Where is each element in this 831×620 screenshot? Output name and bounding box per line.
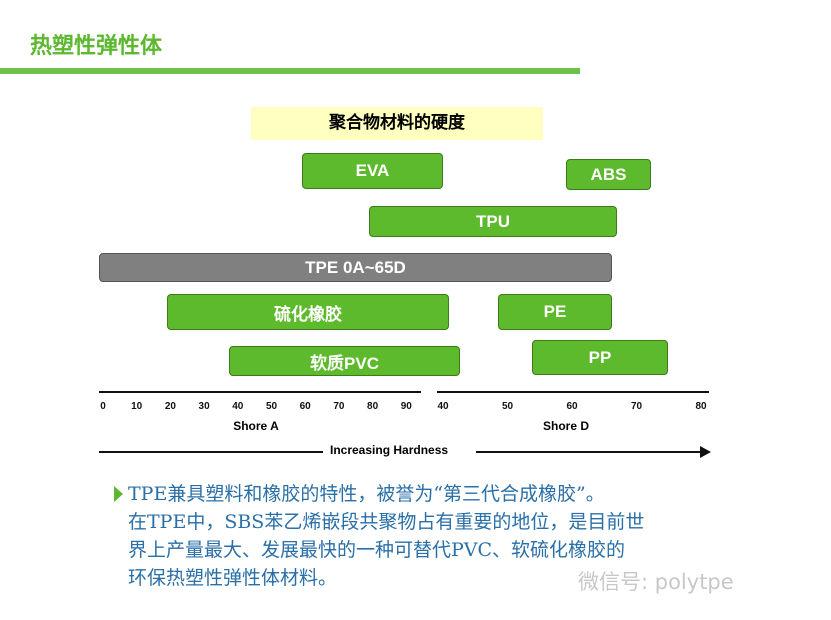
title-divider bbox=[0, 68, 580, 74]
body-line: TPE兼具塑料和橡胶的特性，被誉为“第三代合成橡胶”。 bbox=[128, 483, 605, 505]
arrow-line-right bbox=[476, 451, 702, 453]
diagram-title: 聚合物材料的硬度 bbox=[251, 107, 543, 140]
bar-eva: EVA bbox=[302, 153, 443, 189]
shore-a-tick: 90 bbox=[400, 401, 412, 412]
shore-a-tick: 0 bbox=[100, 401, 106, 412]
shore-a-tick: 60 bbox=[299, 401, 311, 412]
shore-a-label: Shore A bbox=[233, 419, 279, 433]
shore-a-tick: 70 bbox=[333, 401, 345, 412]
bar-pp: PP bbox=[532, 340, 668, 375]
shore-d-tick: 50 bbox=[501, 401, 514, 412]
arrow-line-left bbox=[99, 451, 323, 453]
shore-d-tick: 80 bbox=[695, 401, 707, 412]
shore-a-tick: 40 bbox=[232, 401, 244, 412]
shore-a-tick: 10 bbox=[131, 401, 143, 412]
body-line: 在TPE中，SBS苯乙烯嵌段共聚物占有重要的地位，是目前世 bbox=[128, 511, 645, 533]
shore-d-tick: 60 bbox=[566, 401, 578, 412]
watermark: 微信号: polytpe bbox=[578, 570, 734, 594]
body-text: TPE兼具塑料和橡胶的特性，被誉为“第三代合成橡胶”。 在TPE中，SBS苯乙烯… bbox=[128, 480, 768, 592]
arrow-label: Increasing Hardness bbox=[330, 443, 449, 457]
body-line: 环保热塑性弹性体材料。 bbox=[128, 567, 338, 589]
bar-soft-pvc: 软质PVC bbox=[229, 346, 460, 376]
arrow-right-icon bbox=[700, 446, 711, 458]
bar-tpe: TPE 0A~65D bbox=[99, 253, 612, 282]
shore-a-axis bbox=[99, 391, 421, 393]
shore-d-tick: 40 bbox=[437, 401, 449, 412]
shore-d-axis bbox=[437, 391, 709, 393]
shore-d-label: Shore D bbox=[542, 419, 590, 433]
bar-vulcanized-rubber: 硫化橡胶 bbox=[167, 294, 449, 330]
bullet-triangle-icon bbox=[114, 486, 123, 502]
body-line: 界上产量最大、发展最快的一种可替代PVC、软硫化橡胶的 bbox=[128, 539, 626, 561]
shore-d-tick: 70 bbox=[630, 401, 643, 412]
bar-tpu: TPU bbox=[369, 206, 617, 237]
bar-abs: ABS bbox=[566, 159, 651, 190]
bar-pe: PE bbox=[498, 294, 612, 330]
shore-a-tick: 30 bbox=[198, 401, 210, 412]
slide-title: 热塑性弹性体 bbox=[30, 34, 163, 59]
shore-a-tick: 80 bbox=[367, 401, 379, 412]
shore-a-tick: 20 bbox=[164, 401, 176, 412]
shore-a-tick: 50 bbox=[265, 401, 278, 412]
